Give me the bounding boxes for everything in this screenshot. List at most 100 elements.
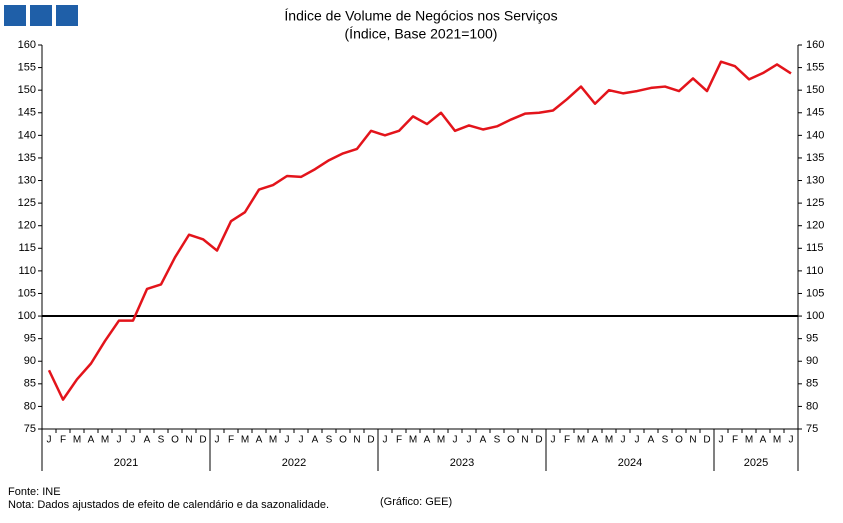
- x-tick-label: O: [675, 435, 683, 446]
- logo-block: [4, 5, 26, 26]
- x-tick-label: D: [535, 435, 542, 446]
- year-label: 2024: [618, 457, 642, 469]
- x-tick-label: S: [494, 435, 501, 446]
- x-tick-label: N: [353, 435, 360, 446]
- x-tick-label: N: [521, 435, 528, 446]
- x-tick-label: D: [703, 435, 710, 446]
- y2-tick-label: 105: [806, 287, 824, 299]
- x-tick-label: A: [256, 435, 263, 446]
- x-tick-label: J: [285, 435, 290, 446]
- x-tick-label: A: [144, 435, 151, 446]
- y-tick-label: 125: [18, 197, 36, 209]
- x-tick-label: M: [409, 435, 417, 446]
- x-tick-label: A: [592, 435, 599, 446]
- x-tick-label: J: [789, 435, 794, 446]
- y2-tick-label: 100: [806, 310, 824, 322]
- x-tick-label: S: [326, 435, 333, 446]
- x-tick-label: M: [101, 435, 109, 446]
- x-tick-label: J: [215, 435, 220, 446]
- y-tick-label: 90: [24, 355, 36, 367]
- x-tick-label: O: [339, 435, 347, 446]
- y-tick-label: 155: [18, 61, 36, 73]
- x-tick-label: J: [47, 435, 52, 446]
- x-tick-label: A: [760, 435, 767, 446]
- x-tick-label: M: [241, 435, 249, 446]
- y2-tick-label: 125: [806, 197, 824, 209]
- y-tick-label: 110: [18, 265, 36, 277]
- x-tick-label: O: [507, 435, 515, 446]
- y-tick-label: 100: [18, 310, 36, 322]
- x-tick-label: D: [199, 435, 206, 446]
- x-tick-label: J: [117, 435, 122, 446]
- x-tick-label: S: [662, 435, 669, 446]
- y2-tick-label: 120: [806, 220, 824, 232]
- x-tick-label: J: [383, 435, 388, 446]
- y2-tick-label: 95: [806, 333, 818, 345]
- x-tick-label: O: [171, 435, 179, 446]
- y-tick-label: 80: [24, 400, 36, 412]
- y2-tick-label: 110: [806, 265, 824, 277]
- x-tick-label: J: [621, 435, 626, 446]
- y2-tick-label: 75: [806, 423, 818, 435]
- y2-tick-label: 145: [806, 107, 824, 119]
- y2-tick-label: 135: [806, 152, 824, 164]
- x-tick-label: M: [745, 435, 753, 446]
- x-tick-label: A: [424, 435, 431, 446]
- y-tick-label: 145: [18, 107, 36, 119]
- y2-tick-label: 150: [806, 84, 824, 96]
- x-tick-label: M: [605, 435, 613, 446]
- source: Fonte: INE: [8, 486, 61, 498]
- x-tick-label: S: [158, 435, 165, 446]
- x-tick-label: J: [131, 435, 136, 446]
- chart-subtitle: (Índice, Base 2021=100): [345, 26, 498, 42]
- y-tick-label: 160: [18, 39, 36, 51]
- x-tick-label: F: [732, 435, 738, 446]
- y-tick-label: 120: [18, 220, 36, 232]
- year-label: 2023: [450, 457, 474, 469]
- y2-tick-label: 130: [806, 174, 824, 186]
- x-tick-label: M: [269, 435, 277, 446]
- x-tick-label: J: [299, 435, 304, 446]
- x-tick-label: J: [453, 435, 458, 446]
- x-tick-label: F: [228, 435, 234, 446]
- x-tick-label: N: [185, 435, 192, 446]
- y-tick-label: 140: [18, 129, 36, 141]
- x-tick-label: N: [689, 435, 696, 446]
- y-tick-label: 115: [18, 242, 36, 254]
- x-tick-label: J: [467, 435, 472, 446]
- x-tick-label: J: [719, 435, 724, 446]
- logo-block: [56, 5, 78, 26]
- x-tick-label: A: [88, 435, 95, 446]
- y-tick-label: 135: [18, 152, 36, 164]
- y2-tick-label: 80: [806, 400, 818, 412]
- x-tick-label: M: [73, 435, 81, 446]
- x-tick-label: A: [648, 435, 655, 446]
- x-tick-label: A: [312, 435, 319, 446]
- x-tick-label: M: [577, 435, 585, 446]
- x-tick-label: J: [551, 435, 556, 446]
- note: Nota: Dados ajustados de efeito de calen…: [8, 499, 329, 511]
- x-tick-label: J: [635, 435, 640, 446]
- y2-tick-label: 155: [806, 61, 824, 73]
- chart-title: Índice de Volume de Negócios nos Serviço…: [284, 8, 557, 24]
- y2-tick-label: 115: [806, 242, 824, 254]
- x-tick-label: A: [480, 435, 487, 446]
- y-tick-label: 150: [18, 84, 36, 96]
- year-label: 2021: [114, 457, 138, 469]
- y-tick-label: 75: [24, 423, 36, 435]
- year-label: 2025: [744, 457, 768, 469]
- x-tick-label: F: [396, 435, 402, 446]
- y2-tick-label: 85: [806, 378, 818, 390]
- year-label: 2022: [282, 457, 306, 469]
- y-tick-label: 85: [24, 378, 36, 390]
- y2-tick-label: 140: [806, 129, 824, 141]
- x-tick-label: F: [60, 435, 66, 446]
- y2-tick-label: 90: [806, 355, 818, 367]
- x-tick-label: M: [773, 435, 781, 446]
- logo-block: [30, 5, 52, 26]
- y-tick-label: 95: [24, 333, 36, 345]
- x-tick-label: F: [564, 435, 570, 446]
- data-line: [47, 60, 792, 401]
- credit: (Gráfico: GEE): [380, 496, 452, 508]
